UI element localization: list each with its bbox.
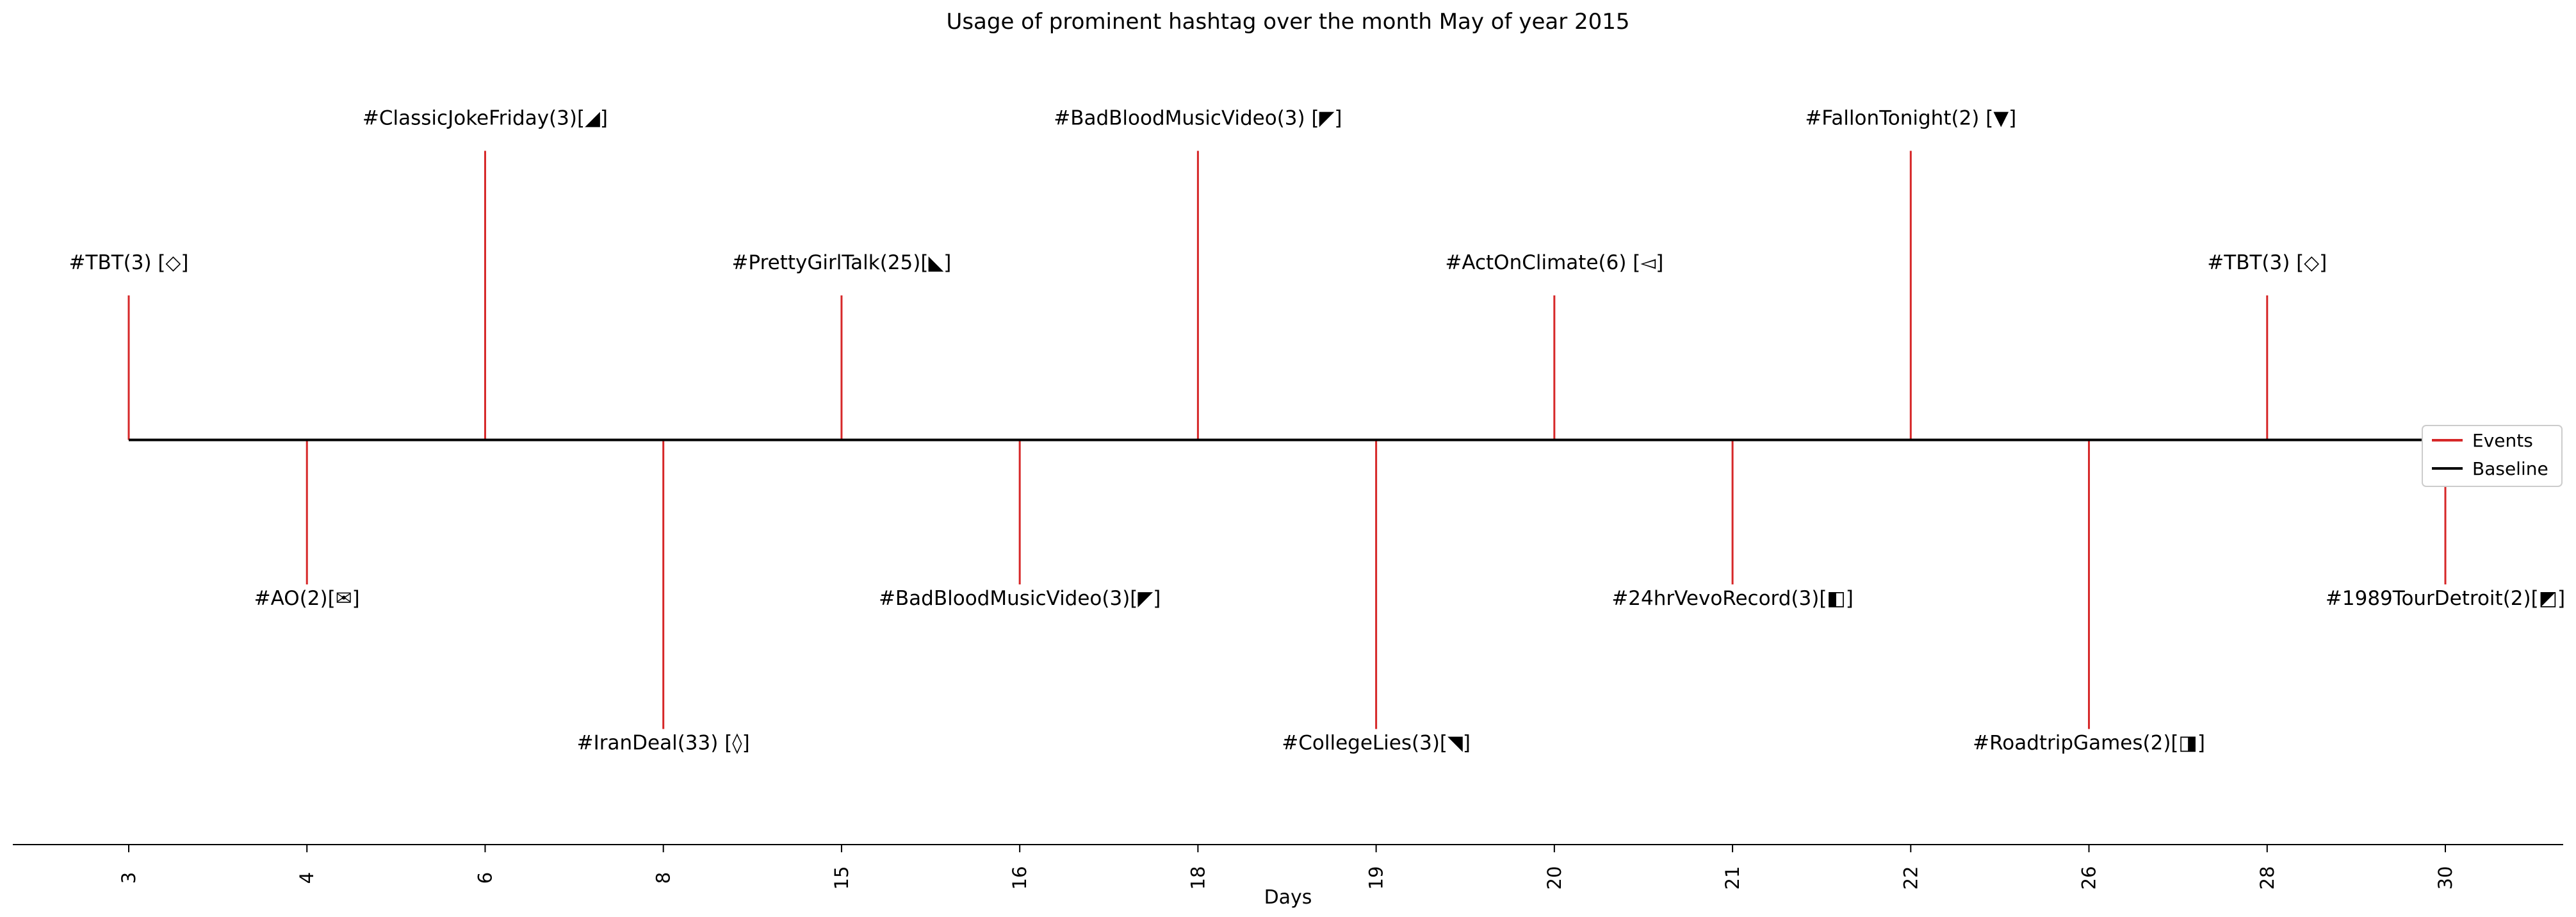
event-label: #TBT(3) [◇] <box>2207 251 2327 274</box>
x-tick-label: 8 <box>653 872 674 884</box>
x-tick-label: 30 <box>2434 866 2456 890</box>
x-tick-label: 20 <box>1544 866 1565 890</box>
x-axis-ticks: 3 4 6 8 15 16 18 19 20 21 22 26 28 30 <box>118 845 2456 889</box>
event-label: #TBT(3) [◇] <box>69 251 189 274</box>
x-tick-label: 3 <box>118 872 140 884</box>
x-tick-label: 18 <box>1187 866 1209 890</box>
x-tick-label: 4 <box>296 872 318 884</box>
event-label: #IranDeal(33) [◊] <box>577 732 750 755</box>
event-label: #FallonTonight(2) [▼] <box>1805 106 2016 129</box>
x-tick-label: 22 <box>1900 866 1921 890</box>
event-label: #RoadtripGames(2)[◨] <box>1973 732 2205 755</box>
x-tick-label: 28 <box>2256 866 2278 890</box>
event-label: #CollegeLies(3)[◥] <box>1282 732 1471 755</box>
event-stems <box>127 151 2447 729</box>
chart-title: Usage of prominent hashtag over the mont… <box>946 9 1629 35</box>
x-tick-label: 6 <box>474 872 496 884</box>
event-label: #BadBloodMusicVideo(3)[◤] <box>879 587 1161 610</box>
x-axis-label: Days <box>1264 886 1312 909</box>
event-label: #1989TourDetroit(2)[◩] <box>2326 587 2565 610</box>
legend-label-baseline: Baseline <box>2472 458 2548 479</box>
event-label: #BadBloodMusicVideo(3) [◤] <box>1054 106 1342 129</box>
event-labels: #TBT(3) [◇] #AO(2)[✉] #ClassicJokeFriday(3… <box>69 106 2566 754</box>
event-label: #PrettyGirlTalk(25)[◣] <box>731 251 951 274</box>
legend-label-events: Events <box>2472 430 2533 451</box>
x-tick-label: 21 <box>1722 866 1743 890</box>
event-label: #AO(2)[✉] <box>254 587 360 610</box>
x-tick-label: 15 <box>831 866 852 890</box>
event-label: #24hrVevoRecord(3)[◧] <box>1611 587 1854 610</box>
x-tick-label: 16 <box>1009 866 1031 890</box>
x-tick-label: 26 <box>2078 866 2100 890</box>
event-label: #ClassicJokeFriday(3)[◢] <box>363 106 608 129</box>
legend: Events Baseline <box>2422 425 2563 487</box>
x-tick-label: 19 <box>1365 866 1387 890</box>
event-label: #ActOnClimate(6) [◅] <box>1445 251 1663 274</box>
